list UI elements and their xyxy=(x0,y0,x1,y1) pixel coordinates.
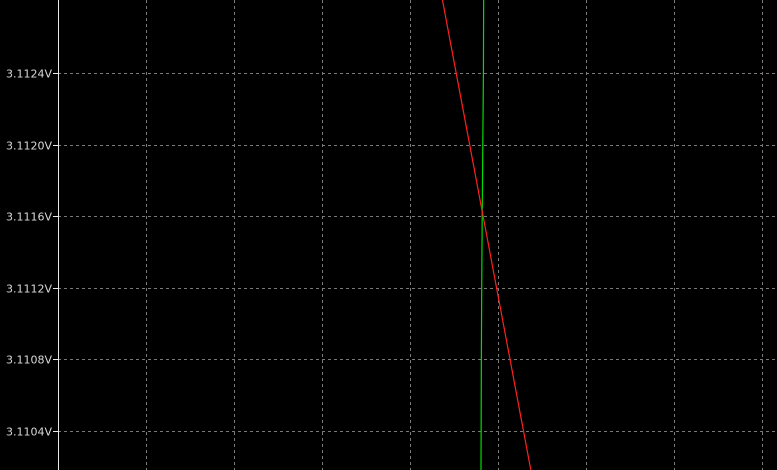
y-tick-label: 3.1104V xyxy=(6,426,52,439)
y-tick-label: 3.1120V xyxy=(6,140,52,153)
series-trace-1 xyxy=(480,0,485,470)
grid-layer xyxy=(58,0,777,470)
series-layer xyxy=(441,0,532,470)
y-axis: 3.1124V 3.1120V 3.1116V 3.1112V 3.1108V 3.110… xyxy=(6,0,59,470)
y-tick-label: 3.1116V xyxy=(6,211,52,224)
y-tick-label: 3.1112V xyxy=(6,283,52,296)
series-trace-2 xyxy=(441,0,532,470)
y-tick-label: 3.1108V xyxy=(6,354,52,367)
y-tick-label: 3.1124V xyxy=(6,68,52,81)
